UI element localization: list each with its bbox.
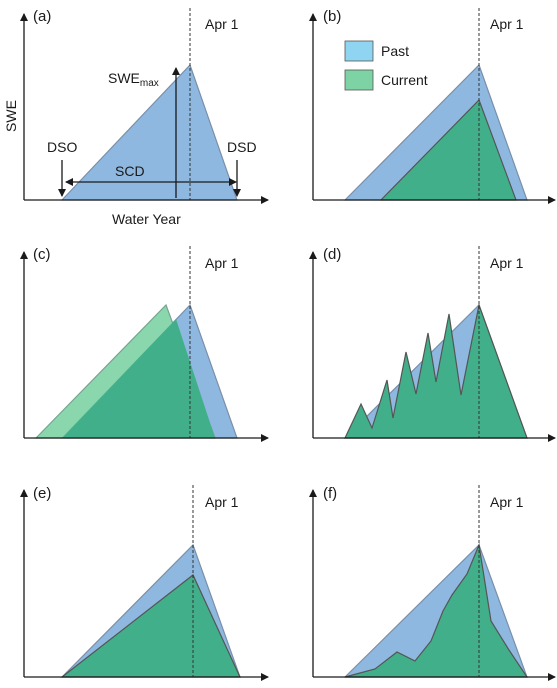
scd-label: SCD: [115, 163, 145, 179]
apr1-label-e: Apr 1: [205, 494, 239, 510]
swe-max-main: SWE: [108, 70, 140, 86]
dsd-label: DSD: [227, 139, 257, 155]
apr1-label-f: Apr 1: [490, 494, 524, 510]
overlap-area: [62, 319, 215, 438]
panel-a: (a) Apr 1 SWE Water Year SWEmax DSO DSD …: [3, 8, 269, 227]
x-axis-label: Water Year: [112, 211, 181, 227]
panel-b: (b) Apr 1 Past Current: [309, 8, 556, 204]
current-snowpack-area: [344, 302, 528, 439]
swe-max-sub: max: [140, 78, 159, 89]
legend: Past Current: [344, 40, 428, 91]
panel-label-f: (f): [323, 485, 337, 502]
apr1-label-a: Apr 1: [205, 16, 239, 32]
dso-label: DSO: [47, 139, 77, 155]
legend-current-label: Current: [381, 72, 428, 88]
apr1-label-d: Apr 1: [490, 255, 524, 271]
legend-past-swatch: [344, 40, 374, 62]
panel-label-a: (a): [33, 8, 51, 25]
apr1-label-b: Apr 1: [490, 16, 524, 32]
legend-current-swatch: [344, 69, 374, 91]
panel-label-d: (d): [323, 246, 341, 263]
current-snowpack-area: [344, 542, 529, 678]
panel-e: (e) Apr 1: [20, 485, 269, 681]
y-axis-label: SWE: [3, 100, 19, 132]
panel-label-c: (c): [33, 246, 51, 263]
panel-label-b: (b): [323, 8, 341, 25]
apr1-label-c: Apr 1: [205, 255, 239, 271]
panel-f: (f) Apr 1: [309, 485, 556, 681]
panel-d: (d) Apr 1: [309, 246, 556, 442]
swe-max-label: SWEmax: [108, 70, 159, 89]
legend-past-label: Past: [381, 43, 409, 59]
panel-c: (c) Apr 1: [20, 246, 269, 442]
panel-label-e: (e): [33, 485, 51, 502]
